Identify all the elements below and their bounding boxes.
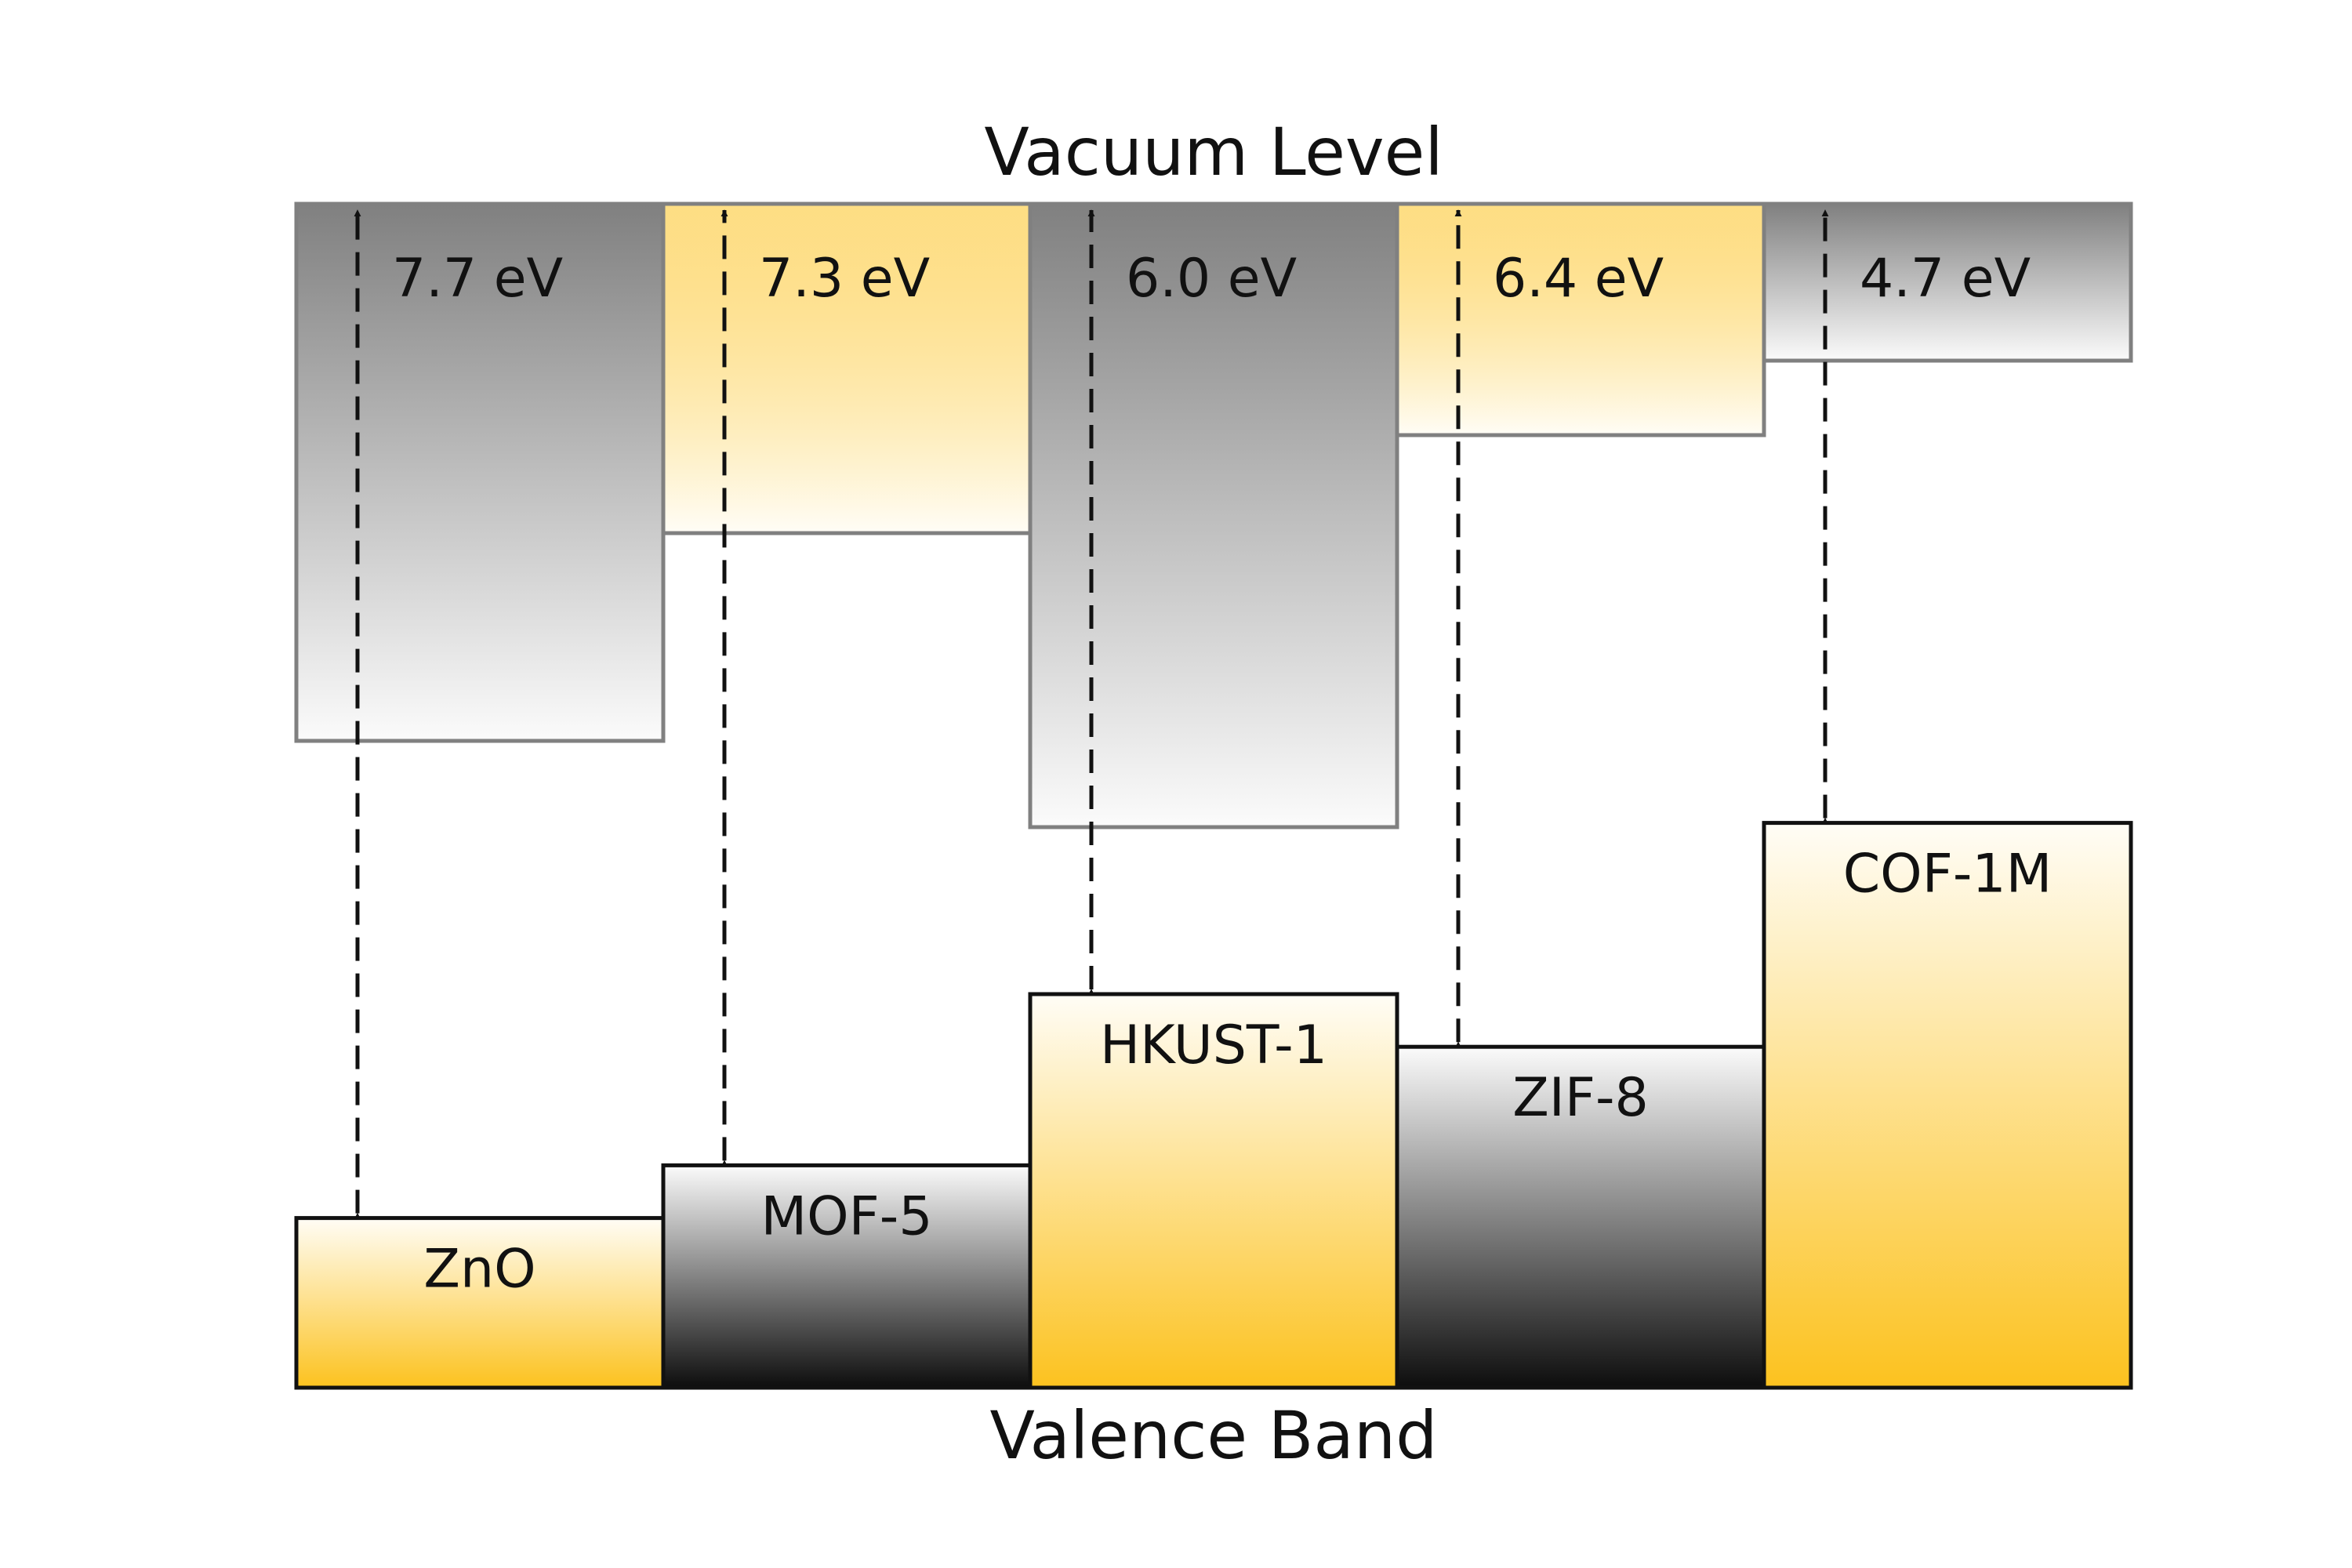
vacuum-level-label: Vacuum Level — [984, 114, 1443, 191]
material-name-hkust-1: HKUST-1 — [1100, 1014, 1327, 1076]
gap-label-zno: 7.7 eV — [392, 248, 563, 310]
materials-group: 7.7 eV ZnO 7.3 eV MOF-5 6.0 eV HKUST-1 6.4 eV Z… — [294, 201, 2133, 1390]
upper-block-zif-8 — [1395, 201, 1766, 437]
valence-block-zif-8 — [1395, 1044, 1766, 1390]
material-name-zno: ZnO — [423, 1239, 535, 1301]
material-zno: 7.7 eV ZnO — [294, 201, 666, 1390]
valence-block-cof-1m — [1762, 821, 2133, 1390]
material-hkust-1: 6.0 eV HKUST-1 — [1028, 201, 1399, 1390]
valence-block-mof-5 — [661, 1163, 1033, 1390]
material-name-mof-5: MOF-5 — [760, 1185, 932, 1247]
material-zif-8: 6.4 eV ZIF-8 — [1395, 201, 1766, 1390]
valence-band-label: Valence Band — [990, 1397, 1438, 1474]
gap-label-mof-5: 7.3 eV — [759, 248, 930, 310]
material-mof-5: 7.3 eV MOF-5 — [661, 201, 1033, 1390]
material-name-zif-8: ZIF-8 — [1512, 1067, 1649, 1129]
gap-label-cof-1m: 4.7 eV — [1860, 248, 2031, 310]
valence-block-zno — [294, 1216, 666, 1390]
material-name-cof-1m: COF-1M — [1843, 844, 2053, 906]
valence-block-hkust-1 — [1028, 992, 1399, 1390]
material-cof-1m: 4.7 eV COF-1M — [1762, 201, 2133, 1390]
gap-label-zif-8: 6.4 eV — [1493, 248, 1664, 310]
gap-label-hkust-1: 6.0 eV — [1126, 248, 1297, 310]
